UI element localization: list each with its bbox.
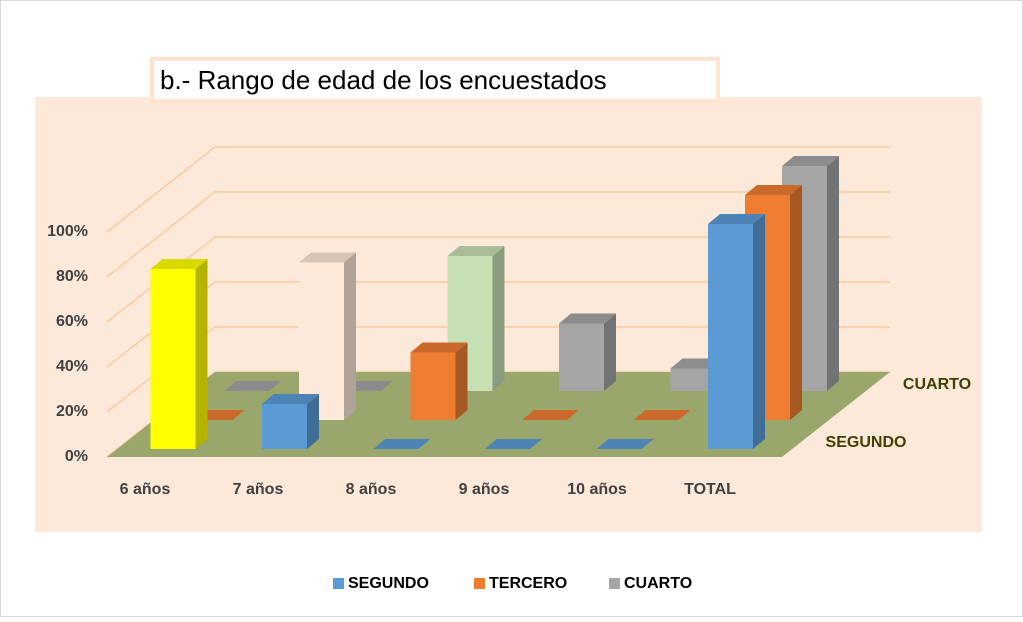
bar-top <box>782 156 839 166</box>
bar <box>150 269 196 449</box>
x-tick-label: 6 años <box>120 481 171 498</box>
legend-label: SEGUNDO <box>348 575 429 592</box>
bar <box>485 439 542 449</box>
bar-top <box>559 313 616 324</box>
bar <box>299 262 344 420</box>
x-tick-label: TOTAL <box>684 481 736 498</box>
depth-label: SEGUNDO <box>826 434 907 451</box>
y-tick-label: 80% <box>56 268 88 285</box>
bar <box>559 323 604 391</box>
legend-label: CUARTO <box>624 575 692 592</box>
bar-side <box>604 313 616 391</box>
bar-side <box>790 185 802 420</box>
grid-line <box>106 191 216 278</box>
bar <box>670 368 716 391</box>
labels: 0% 20% 40% 60% 80% 100% 6 años 7 años 8 años 9 añ… <box>47 223 971 592</box>
x-tick-label: 7 años <box>233 481 284 498</box>
bar-top <box>708 214 765 224</box>
bar-top <box>745 185 802 195</box>
legend-label: TERCERO <box>489 575 567 592</box>
grid-line <box>106 146 216 233</box>
bar-side <box>307 394 319 449</box>
bar <box>522 410 579 420</box>
y-tick-label: 20% <box>56 403 88 420</box>
x-tick-label: 10 años <box>567 481 627 498</box>
bar-side <box>195 259 208 449</box>
y-tick-label: 0% <box>65 448 88 465</box>
bar-top <box>447 246 505 256</box>
bar-side <box>344 252 356 420</box>
y-tick-label: 60% <box>56 313 88 330</box>
y-tick-label: 100% <box>47 223 88 240</box>
bar <box>708 224 753 449</box>
chart-title: b.- Rango de edad de los encuestados <box>160 65 607 95</box>
bar <box>373 439 431 449</box>
bar-top <box>150 259 208 269</box>
title-box <box>150 57 720 103</box>
bar-side <box>455 342 468 420</box>
bar <box>262 404 307 449</box>
bar <box>596 439 654 449</box>
bar <box>224 381 282 391</box>
bar-top <box>299 252 356 263</box>
depth-label: CUARTO <box>903 376 971 393</box>
bar-side <box>827 156 839 391</box>
legend-swatch <box>609 578 620 589</box>
bar-side <box>492 246 505 391</box>
bar <box>633 410 691 420</box>
x-tick-label: 8 años <box>346 481 397 498</box>
bar <box>410 352 456 420</box>
legend-swatch <box>333 578 344 589</box>
bar-side <box>753 214 765 449</box>
bars <box>150 156 839 449</box>
bar-top <box>410 342 468 353</box>
legend-swatch <box>474 578 485 589</box>
y-tick-label: 40% <box>56 358 88 375</box>
x-tick-label: 9 años <box>459 481 510 498</box>
bar-top <box>262 394 319 404</box>
